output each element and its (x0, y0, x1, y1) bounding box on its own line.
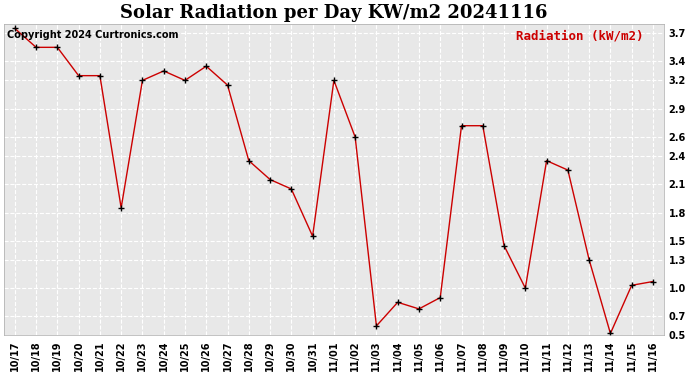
Title: Solar Radiation per Day KW/m2 20241116: Solar Radiation per Day KW/m2 20241116 (120, 4, 548, 22)
Text: Copyright 2024 Curtronics.com: Copyright 2024 Curtronics.com (8, 30, 179, 40)
Text: Radiation (kW/m2): Radiation (kW/m2) (516, 30, 644, 43)
